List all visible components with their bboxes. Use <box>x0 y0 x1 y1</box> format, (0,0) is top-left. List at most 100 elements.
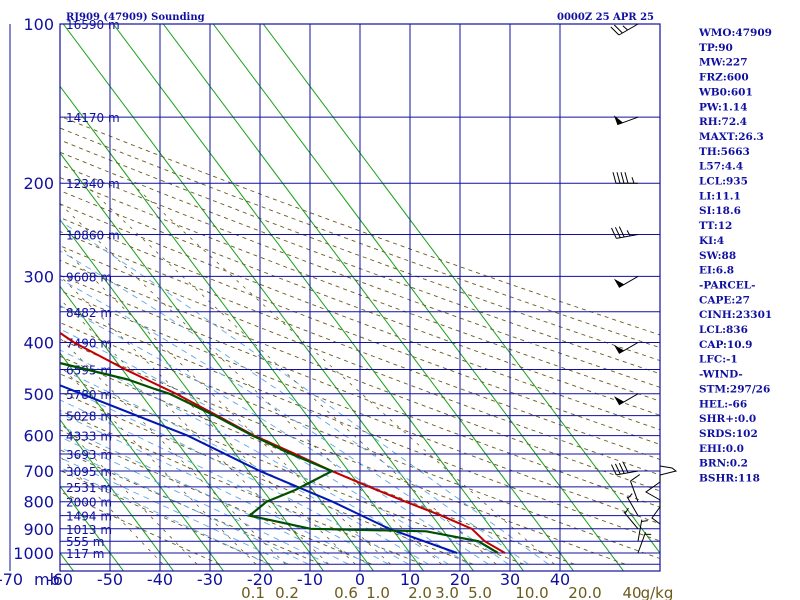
moist-adiabat-line <box>60 436 329 565</box>
wind-barb <box>613 393 639 406</box>
temperature-tick-label: -40 <box>147 570 173 589</box>
sounding-index: BRN:0.2 <box>699 458 748 470</box>
sounding-index: EI:6.8 <box>699 265 734 277</box>
height-label: 3095 m <box>66 465 112 479</box>
wind-barbs <box>610 23 652 554</box>
isotherm-line <box>60 418 175 571</box>
chart-title: RJ909 (47909) Sounding <box>66 12 205 23</box>
temperature-tick-label: 30 <box>500 570 520 589</box>
sounding-index: TP:90 <box>699 42 733 54</box>
sounding-index: SW:88 <box>699 250 736 262</box>
temperature-tick-label: -20 <box>247 570 273 589</box>
pressure-tick-label: 1000 <box>13 544 54 563</box>
height-label: 2000 m <box>66 496 112 510</box>
mixing-ratio-line <box>131 182 555 565</box>
moist-adiabat-line <box>60 384 409 565</box>
mixing-ratio-tick-label: 5.0 <box>468 584 492 600</box>
hodograph <box>645 465 678 525</box>
pressure-tick-label: 700 <box>23 462 54 481</box>
pressure-tick-label: 100 <box>23 15 54 34</box>
wind-barb <box>630 474 641 502</box>
dry-adiabat-line <box>60 338 626 565</box>
temperature-tick-label: 10 <box>400 570 420 589</box>
sounding-index: LCL:935 <box>699 176 748 188</box>
wind-barb <box>611 226 639 239</box>
sounding-index: LI:11.1 <box>699 190 741 202</box>
sounding-index: MAXT:26.3 <box>699 131 764 143</box>
height-label: 12340 m <box>66 177 120 191</box>
sounding-index: LFC:-1 <box>699 354 738 366</box>
mixing-ratio-lines <box>60 182 555 565</box>
mixing-ratio-tick-label: 1.0 <box>366 584 390 600</box>
parcel-trace <box>60 384 458 554</box>
sounding-index: SHR+:0.0 <box>699 413 756 425</box>
dry-adiabat-line <box>60 305 660 542</box>
isotherm-line <box>212 24 625 571</box>
mixing-ratio-line <box>60 245 391 565</box>
dewpoint-trace <box>60 324 499 554</box>
sounding-index: CAP:10.9 <box>699 339 752 351</box>
height-label: 5028 m <box>66 410 112 424</box>
profile-traces <box>60 324 506 554</box>
temperature-tick-label: -10 <box>297 570 323 589</box>
wind-barb <box>637 519 648 542</box>
temperature-tick-label: -70 <box>0 570 23 589</box>
moist-adiabat-line <box>60 447 309 565</box>
wind-barb <box>613 275 639 288</box>
dry-adiabat-line <box>60 429 372 565</box>
wind-barb <box>613 115 639 126</box>
plot-frame <box>59 23 661 572</box>
sounding-index: RH:72.4 <box>699 116 747 128</box>
height-label: 4333 m <box>66 430 112 444</box>
sounding-index: STM:297/26 <box>699 383 770 395</box>
wind-barb <box>637 532 652 554</box>
isotherm-line <box>60 85 425 571</box>
sounding-index: KI:4 <box>699 235 724 247</box>
sounding-index: TH:5663 <box>699 146 750 158</box>
sounding-index: HEL:-66 <box>699 398 747 410</box>
sounding-index: L57:4.4 <box>699 161 743 173</box>
isotherm-line <box>60 218 325 571</box>
temperature-tick-label: -50 <box>97 570 123 589</box>
mixing-ratio-line <box>60 275 356 565</box>
sounding-index: CINH:23301 <box>699 309 772 321</box>
moist-adiabat-line <box>60 399 389 565</box>
height-label: 117 m <box>66 547 104 561</box>
isotherm-line <box>162 24 575 571</box>
temperature-tick-label: -60 <box>47 570 73 589</box>
mixing-ratio-line <box>60 337 286 565</box>
wind-barb <box>626 493 639 516</box>
dry-adiabats <box>60 115 660 565</box>
dry-adiabat-line <box>60 355 575 565</box>
mixing-ratio-tick-label: 0.1 <box>241 584 265 600</box>
mixing-ratio-tick-label: g/kg <box>641 584 674 600</box>
mixing-ratio-line <box>60 298 329 565</box>
wind-barb <box>613 342 639 354</box>
height-label: 3693 m <box>66 448 112 462</box>
dry-adiabat-line <box>60 322 660 560</box>
sounding-index: LCL:836 <box>699 324 748 336</box>
sounding-indices-panel: WMO:47909 TP:90 MW:227 FRZ:600 WB0:601 PW:1.1… <box>698 27 772 485</box>
sounding-index: EHI:0.0 <box>699 443 744 455</box>
sounding-index: CAPE:27 <box>699 294 750 306</box>
pressure-tick-label: 800 <box>23 493 54 512</box>
sounding-index: -WIND- <box>699 369 743 381</box>
pressure-tick-label: 300 <box>23 267 54 286</box>
mixing-ratio-tick-label: 0.6 <box>334 584 358 600</box>
wind-barb <box>623 507 639 530</box>
mixing-ratio-line <box>60 365 257 565</box>
height-label: 2531 m <box>66 481 112 495</box>
height-label: 14170 m <box>66 111 120 125</box>
height-label: 9608 m <box>66 270 112 284</box>
wind-barb <box>611 462 639 476</box>
pressure-tick-label: 900 <box>23 520 54 539</box>
height-label: 7490 m <box>66 336 112 350</box>
height-label: 1494 m <box>66 510 112 524</box>
height-label: 10860 m <box>66 229 120 243</box>
sounding-index: -PARCEL- <box>699 279 755 291</box>
sounding-index: FRZ:600 <box>699 72 749 84</box>
sounding-index: BSHR:118 <box>699 473 760 485</box>
mixing-ratio-tick-label: 10.0 <box>515 584 548 600</box>
dry-adiabat-line <box>60 391 474 565</box>
